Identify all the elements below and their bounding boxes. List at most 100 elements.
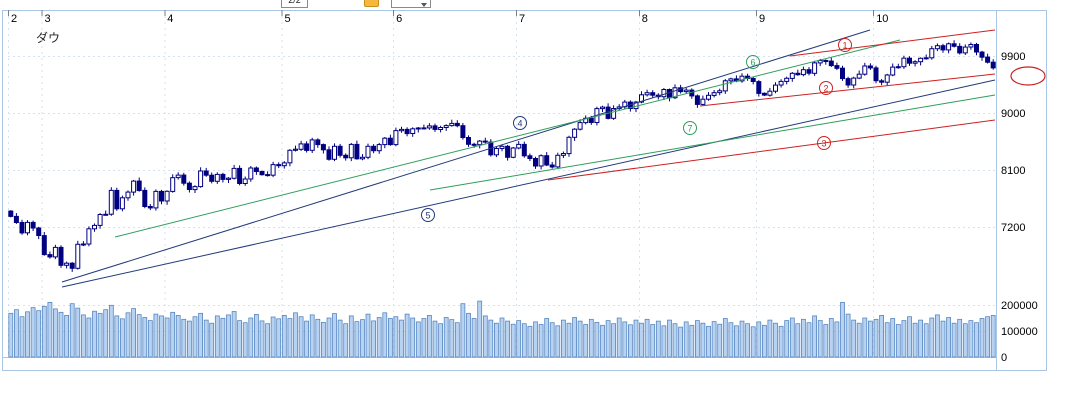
- candle-body: [242, 178, 248, 184]
- month-label: 10: [876, 13, 888, 25]
- candle-body: [47, 254, 53, 258]
- red-trendline-2[interactable]: [699, 73, 996, 107]
- volume-bar: [700, 322, 706, 358]
- candle-body: [348, 143, 354, 159]
- candle-body: [761, 92, 767, 96]
- period-dropdown[interactable]: [391, 0, 431, 8]
- volume-bar: [471, 318, 477, 358]
- candle-body: [784, 77, 790, 82]
- volume-bar: [739, 320, 745, 358]
- candle-body: [449, 122, 455, 127]
- volume-bar: [840, 302, 845, 358]
- volume-bar: [120, 318, 125, 358]
- volume-bar: [293, 312, 298, 358]
- candle-body: [231, 167, 237, 179]
- volume-bar: [778, 325, 784, 358]
- volume-bar: [538, 324, 544, 358]
- candle-body: [962, 46, 968, 54]
- volume-bar: [175, 315, 181, 358]
- volume-bar: [577, 320, 583, 358]
- highlight-ellipse[interactable]: [1010, 66, 1046, 86]
- candle-body: [438, 127, 444, 130]
- volume-bar: [410, 317, 416, 358]
- marker-circle-5[interactable]: [421, 208, 435, 222]
- volume-bar: [667, 319, 672, 358]
- volume-bar: [879, 315, 884, 358]
- volume-bar: [75, 307, 81, 358]
- candle-body: [773, 84, 778, 92]
- candle-body: [131, 180, 137, 193]
- volume-bar: [153, 313, 159, 358]
- candle-body: [990, 61, 996, 69]
- candle-body: [108, 189, 114, 215]
- candle-body: [153, 190, 159, 209]
- candle-body: [767, 90, 773, 96]
- marker-digit-2: 2: [823, 84, 828, 94]
- candle-body: [360, 156, 365, 160]
- volume-bar: [270, 316, 276, 358]
- volume-bar: [466, 312, 471, 358]
- marker-circle-1[interactable]: [838, 38, 852, 52]
- green-lower-trendline[interactable]: [429, 94, 996, 191]
- marker-circle-7[interactable]: [683, 121, 697, 135]
- candle-body: [555, 154, 561, 168]
- candle-body: [159, 190, 164, 202]
- marker-digit-6: 6: [750, 58, 755, 68]
- candle-body: [600, 106, 605, 110]
- volume-bar: [689, 324, 695, 358]
- candle-body: [326, 149, 332, 160]
- candle-body: [354, 143, 360, 160]
- volume-bar: [828, 318, 834, 358]
- marker-circle-3[interactable]: [817, 136, 831, 150]
- red-trendline-1[interactable]: [789, 29, 996, 57]
- month-label: 3: [44, 13, 50, 25]
- page-indicator[interactable]: 2/2: [281, 0, 308, 8]
- volume-bar: [114, 315, 120, 358]
- volume-bar: [125, 312, 131, 358]
- folder-icon[interactable]: [364, 0, 379, 7]
- volume-bar: [248, 317, 254, 358]
- volume-bar: [817, 320, 823, 358]
- volume-bar: [639, 322, 644, 358]
- marker-circle-4[interactable]: [513, 116, 527, 130]
- volume-bar: [600, 324, 605, 358]
- marker-circle-6[interactable]: [746, 55, 760, 69]
- volume-bar: [784, 320, 790, 358]
- candle-body: [700, 98, 706, 105]
- volume-bar: [254, 314, 259, 358]
- volume-bar: [304, 320, 309, 358]
- candle-body: [69, 262, 75, 269]
- candle-body: [527, 155, 533, 160]
- volume-bar: [365, 313, 371, 358]
- marker-digit-5: 5: [425, 211, 430, 221]
- candle-body: [443, 125, 449, 128]
- candle-body: [309, 139, 315, 151]
- marker-circle-2[interactable]: [819, 81, 833, 95]
- candle-body: [281, 162, 287, 167]
- candle-body: [940, 45, 946, 51]
- volume-bar: [287, 318, 293, 358]
- candle-body: [840, 67, 845, 80]
- candle-body: [979, 51, 985, 58]
- volume-bar: [170, 311, 176, 358]
- navy-upper-trendline[interactable]: [61, 29, 871, 283]
- price-tick-label: 9000: [1001, 108, 1025, 120]
- candle-body: [75, 243, 81, 269]
- volume-bar: [482, 315, 488, 358]
- volume-bar: [851, 319, 857, 358]
- candle-body: [86, 228, 92, 245]
- candle-body: [739, 75, 745, 82]
- green-upper-trendline[interactable]: [114, 39, 901, 238]
- volume-bar: [142, 317, 148, 358]
- navy-lower-trendline[interactable]: [61, 79, 996, 288]
- volume-tick-label: 200000: [1001, 300, 1038, 312]
- volume-bar: [298, 316, 304, 358]
- candle-body: [812, 62, 818, 74]
- volume-bar: [683, 321, 689, 358]
- candle-body: [477, 140, 483, 146]
- candle-body: [259, 171, 265, 176]
- candle-body: [265, 174, 271, 177]
- volume-bar: [940, 320, 946, 358]
- candle-body: [64, 262, 70, 266]
- red-trendline-3[interactable]: [547, 119, 996, 181]
